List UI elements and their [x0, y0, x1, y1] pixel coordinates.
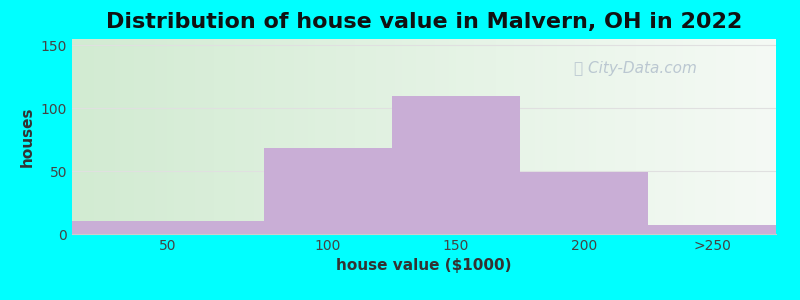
- X-axis label: house value ($1000): house value ($1000): [336, 258, 512, 273]
- Text: ⌕ City-Data.com: ⌕ City-Data.com: [574, 61, 697, 76]
- Bar: [520, 172, 648, 234]
- Title: Distribution of house value in Malvern, OH in 2022: Distribution of house value in Malvern, …: [106, 12, 742, 32]
- Y-axis label: houses: houses: [20, 106, 35, 167]
- Bar: [392, 96, 520, 234]
- Bar: [72, 221, 264, 234]
- Bar: [648, 225, 776, 234]
- Bar: [264, 148, 392, 234]
